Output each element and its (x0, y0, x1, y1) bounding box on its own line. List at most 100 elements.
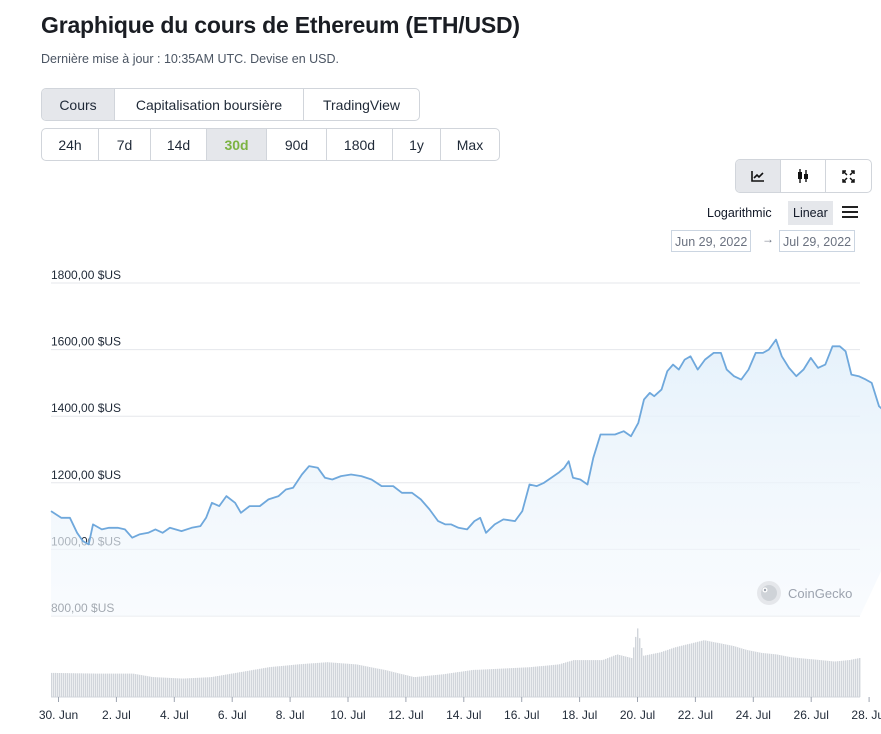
volume-bar (855, 658, 857, 697)
candlestick-button[interactable] (781, 160, 826, 192)
volume-bar (669, 649, 671, 697)
fullscreen-button[interactable] (826, 160, 871, 192)
line-chart-button[interactable] (736, 160, 781, 192)
volume-bar (819, 660, 821, 697)
y-tick-label: 1200,00 $US (51, 468, 121, 482)
volume-bar (123, 673, 125, 697)
volume-bar (79, 673, 81, 697)
volume-bar (317, 662, 319, 697)
volume-bar (219, 675, 221, 697)
volume-bar (183, 678, 185, 697)
volume-bar (99, 673, 101, 697)
menu-icon[interactable] (842, 205, 858, 219)
volume-bar (105, 673, 107, 697)
volume-bar (491, 669, 493, 697)
volume-bar (261, 668, 263, 697)
log-scale-toggle[interactable]: Logarithmic (707, 206, 772, 220)
volume-bar (437, 674, 439, 697)
volume-bar (753, 651, 755, 697)
volume-bar (245, 671, 247, 697)
volume-bar (369, 667, 371, 697)
range-max-button[interactable]: Max (456, 136, 484, 153)
volume-bar (693, 642, 695, 697)
volume-bar (397, 673, 399, 697)
volume-bar (63, 673, 65, 697)
volume-bar (677, 646, 679, 697)
volume-bar (611, 656, 613, 697)
range-24h-button[interactable]: 24h (42, 129, 99, 160)
volume-bar (275, 666, 277, 697)
volume-bar (119, 673, 121, 697)
range-1y-button[interactable]: 1y (393, 129, 441, 160)
volume-bar (191, 678, 193, 697)
volume-bar (785, 656, 787, 697)
volume-bar (447, 673, 449, 697)
volume-bar (207, 677, 209, 697)
volume-bar (689, 643, 691, 698)
volume-bar (489, 669, 491, 697)
volume-bar (185, 678, 187, 697)
range-90d-button[interactable]: 90d (267, 129, 327, 160)
volume-bar (583, 660, 585, 697)
watermark-text: CoinGecko (788, 586, 852, 601)
volume-bar (357, 664, 359, 697)
volume-bar (361, 665, 363, 697)
volume-bar (817, 659, 819, 697)
volume-bar (503, 668, 505, 697)
date-from-input[interactable]: Jun 29, 2022 (671, 230, 752, 252)
volume-bar (687, 644, 689, 697)
volume-bar (417, 676, 419, 697)
x-tick-label: 6. Jul (218, 708, 247, 722)
volume-bar (77, 673, 79, 697)
volume-bar (613, 655, 615, 697)
y-tick-label: 1000,00 $US (51, 534, 121, 548)
volume-bar (379, 668, 381, 697)
tab-tradingview[interactable]: TradingView (322, 96, 401, 113)
volume-bar (251, 670, 253, 697)
volume-bar (359, 665, 361, 697)
volume-bar (141, 675, 143, 697)
tab-market-cap[interactable]: Capitalisation boursière (115, 89, 304, 120)
volume-bar (315, 663, 317, 697)
volume-bar (111, 673, 113, 697)
tab-cours[interactable]: Cours (42, 89, 115, 120)
range-14d-button[interactable]: 14d (151, 129, 207, 160)
volume-bar (767, 653, 769, 697)
volume-bar (737, 647, 739, 697)
range-180d-button[interactable]: 180d (327, 129, 393, 160)
volume-bar (289, 665, 291, 697)
volume-bar (331, 662, 333, 697)
volume-bar (699, 641, 701, 697)
volume-bar (371, 667, 373, 697)
price-line (50, 338, 881, 546)
volume-bar (513, 668, 515, 697)
volume-bar (587, 660, 589, 697)
range-7d-button[interactable]: 7d (99, 129, 151, 160)
volume-bar (519, 667, 521, 697)
volume-bar (843, 660, 845, 697)
volume-bar (641, 648, 643, 697)
volume-bar (655, 653, 657, 697)
volume-bar (709, 641, 711, 697)
volume-bar (629, 657, 631, 697)
volume-bar (169, 677, 171, 697)
y-tick-label: 800,00 $US (51, 601, 114, 615)
volume-bar (801, 658, 803, 697)
volume-bar (573, 660, 575, 697)
range-30d-button[interactable]: 30d (207, 129, 267, 160)
volume-bar (841, 660, 843, 697)
volume-bar (121, 673, 123, 697)
volume-bar (91, 673, 93, 697)
volume-bar (327, 662, 329, 697)
page-title: Graphique du cours de Ethereum (ETH/USD) (41, 12, 520, 38)
volume-bar (609, 657, 611, 697)
volume-bar (635, 636, 637, 697)
volume-bar (671, 648, 673, 697)
volume-bar (355, 664, 357, 697)
volume-bar (509, 668, 511, 697)
linear-scale-toggle[interactable]: Linear (788, 201, 833, 225)
volume-bar (413, 677, 415, 697)
date-to-input[interactable]: Jul 29, 2022 (779, 230, 856, 252)
volume-bar (163, 677, 165, 697)
volume-bar (667, 649, 669, 697)
